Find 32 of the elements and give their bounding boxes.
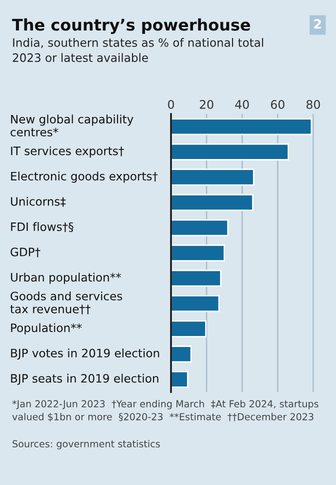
text: 2 (314, 19, 321, 28)
chart-subtitle: India, southern states as % of national total 2023 or latest available (12, 38, 264, 62)
y-tick-label: FDI flows†§ (11, 222, 74, 232)
y-tick-label: GDP† (10, 248, 40, 258)
y-tick-label: IT services exports† (11, 146, 124, 158)
bar (171, 118, 312, 136)
bar (171, 346, 192, 363)
y-tick-label: BJP seats in 2019 election (11, 374, 158, 385)
y-tick-label: Unicorns‡ (11, 196, 66, 207)
y-tick-label: New global capability centres* (10, 114, 134, 136)
bar (171, 168, 254, 186)
text: *Jan 2022-Jun 2023 †Year ending March ‡At Feb 2024, startups valued $1bn or more §2020-23 **Estimate ††December 2023 (12, 400, 318, 422)
bar (171, 320, 207, 338)
bar (171, 295, 220, 312)
y-tick-label: Urban population** (11, 272, 122, 284)
y-tick-label: Goods and services tax revenue†† (10, 292, 122, 314)
x-tick-label: 40 (235, 100, 249, 109)
y-tick-label: Electronic goods exports† (11, 172, 158, 183)
x-tick-label: 60 (270, 100, 284, 109)
bar (171, 270, 222, 287)
y-tick-label: BJP votes in 2019 election (11, 348, 160, 360)
x-tick-label: 80 (306, 100, 320, 109)
bar (171, 370, 188, 388)
x-tick-label: 20 (200, 100, 214, 109)
bar (171, 244, 226, 262)
x-tick-label: 0 (168, 100, 174, 109)
bar (171, 143, 290, 160)
bar (171, 219, 229, 236)
source-note: Sources: government statistics (12, 440, 160, 450)
y-tick-label: Population** (11, 323, 82, 334)
bar (171, 194, 254, 211)
chart-title: The country’s powerhouse (12, 18, 250, 34)
